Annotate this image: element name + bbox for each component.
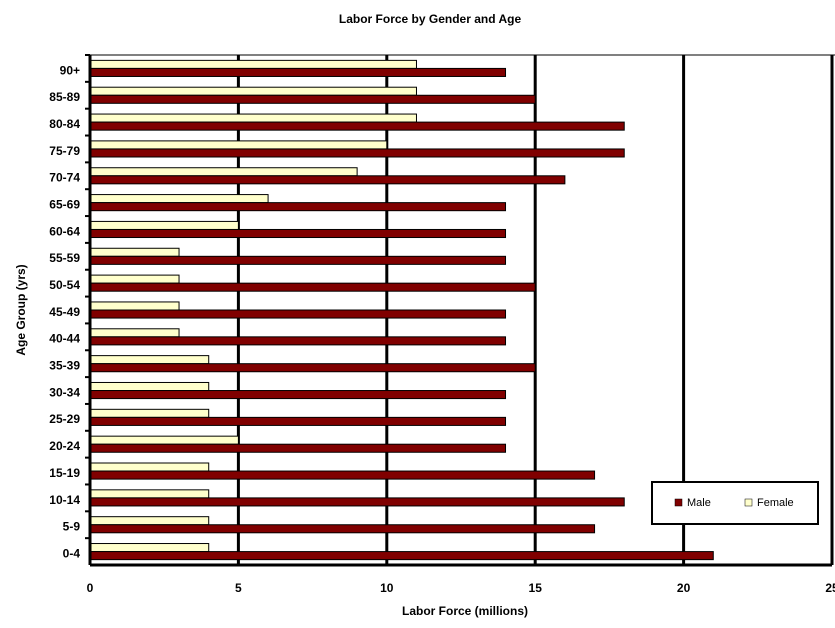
y-tick-label: 25-29 — [49, 412, 80, 426]
y-tick-label: 15-19 — [49, 466, 80, 480]
y-tick-label: 30-34 — [49, 385, 80, 399]
y-tick-label: 85-89 — [49, 90, 80, 104]
bar — [89, 228, 507, 239]
bar — [89, 301, 180, 311]
y-tick-label: 70-74 — [49, 171, 80, 185]
y-tick-label: 40-44 — [49, 332, 80, 346]
bar — [89, 194, 269, 204]
legend-label: Male — [687, 497, 711, 509]
bar — [89, 309, 507, 319]
bar — [89, 255, 507, 265]
bar — [89, 470, 596, 480]
bar — [89, 148, 625, 158]
y-axis-title: Age Group (yrs) — [14, 264, 28, 355]
bar — [89, 167, 358, 177]
x-tick-label: 5 — [235, 581, 242, 595]
bar — [89, 497, 625, 507]
y-tick-label: 60-64 — [49, 224, 80, 238]
bar — [89, 489, 210, 499]
bar — [89, 86, 417, 96]
bar — [89, 416, 507, 426]
x-tick-label: 0 — [87, 581, 94, 595]
y-tick-label: 65-69 — [49, 197, 80, 211]
bar — [89, 121, 625, 131]
bar — [89, 363, 536, 373]
y-tick-label: 75-79 — [49, 144, 80, 158]
bar — [89, 390, 507, 400]
y-tick-label: 50-54 — [49, 278, 80, 292]
bar — [89, 543, 210, 553]
bar — [89, 113, 417, 123]
chart-title: Labor Force by Gender and Age — [339, 12, 522, 26]
bar — [89, 462, 210, 472]
bar — [89, 408, 210, 418]
y-tick-label: 35-39 — [49, 359, 80, 373]
bar — [89, 202, 507, 212]
bar — [89, 524, 596, 534]
bar — [89, 443, 507, 453]
y-tick-label: 55-59 — [49, 251, 80, 265]
bar — [89, 274, 180, 284]
x-tick-label: 10 — [380, 581, 394, 595]
legend-label: Female — [757, 497, 794, 509]
bar — [89, 336, 507, 346]
y-tick-label: 90+ — [60, 63, 80, 77]
legend: Male Female — [651, 481, 819, 525]
y-tick-label: 5-9 — [63, 520, 81, 534]
bar — [89, 175, 566, 185]
y-tick-label: 0-4 — [63, 546, 81, 560]
bar — [89, 435, 239, 445]
bar — [89, 94, 536, 104]
bar — [89, 355, 210, 365]
legend-swatch — [674, 498, 683, 507]
bar — [89, 328, 180, 338]
bar — [89, 247, 180, 257]
bar — [89, 140, 388, 150]
bar — [89, 282, 536, 292]
y-tick-label: 45-49 — [49, 305, 80, 319]
x-tick-label: 25 — [825, 581, 835, 595]
bar — [89, 551, 714, 561]
bar — [89, 220, 239, 230]
x-axis-title: Labor Force (millions) — [402, 604, 528, 618]
legend-swatch — [744, 498, 753, 507]
x-tick-label: 15 — [529, 581, 543, 595]
y-tick-label: 10-14 — [49, 493, 80, 507]
bar — [89, 381, 210, 392]
y-tick-label: 80-84 — [49, 117, 80, 131]
bar — [89, 67, 507, 77]
x-tick-label: 20 — [677, 581, 691, 595]
bar — [89, 516, 210, 526]
y-tick-label: 20-24 — [49, 439, 80, 453]
bar — [89, 59, 417, 69]
